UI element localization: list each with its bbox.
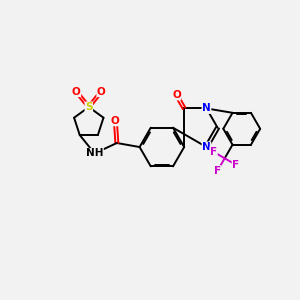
Text: N: N <box>202 142 211 152</box>
Text: O: O <box>97 87 106 97</box>
Text: N: N <box>202 103 211 113</box>
Text: F: F <box>214 166 221 176</box>
Text: O: O <box>111 116 120 126</box>
Text: S: S <box>85 102 92 112</box>
Text: O: O <box>72 87 81 97</box>
Text: F: F <box>232 160 239 170</box>
Text: F: F <box>210 147 217 157</box>
Text: O: O <box>172 90 181 100</box>
Text: NH: NH <box>86 148 103 158</box>
